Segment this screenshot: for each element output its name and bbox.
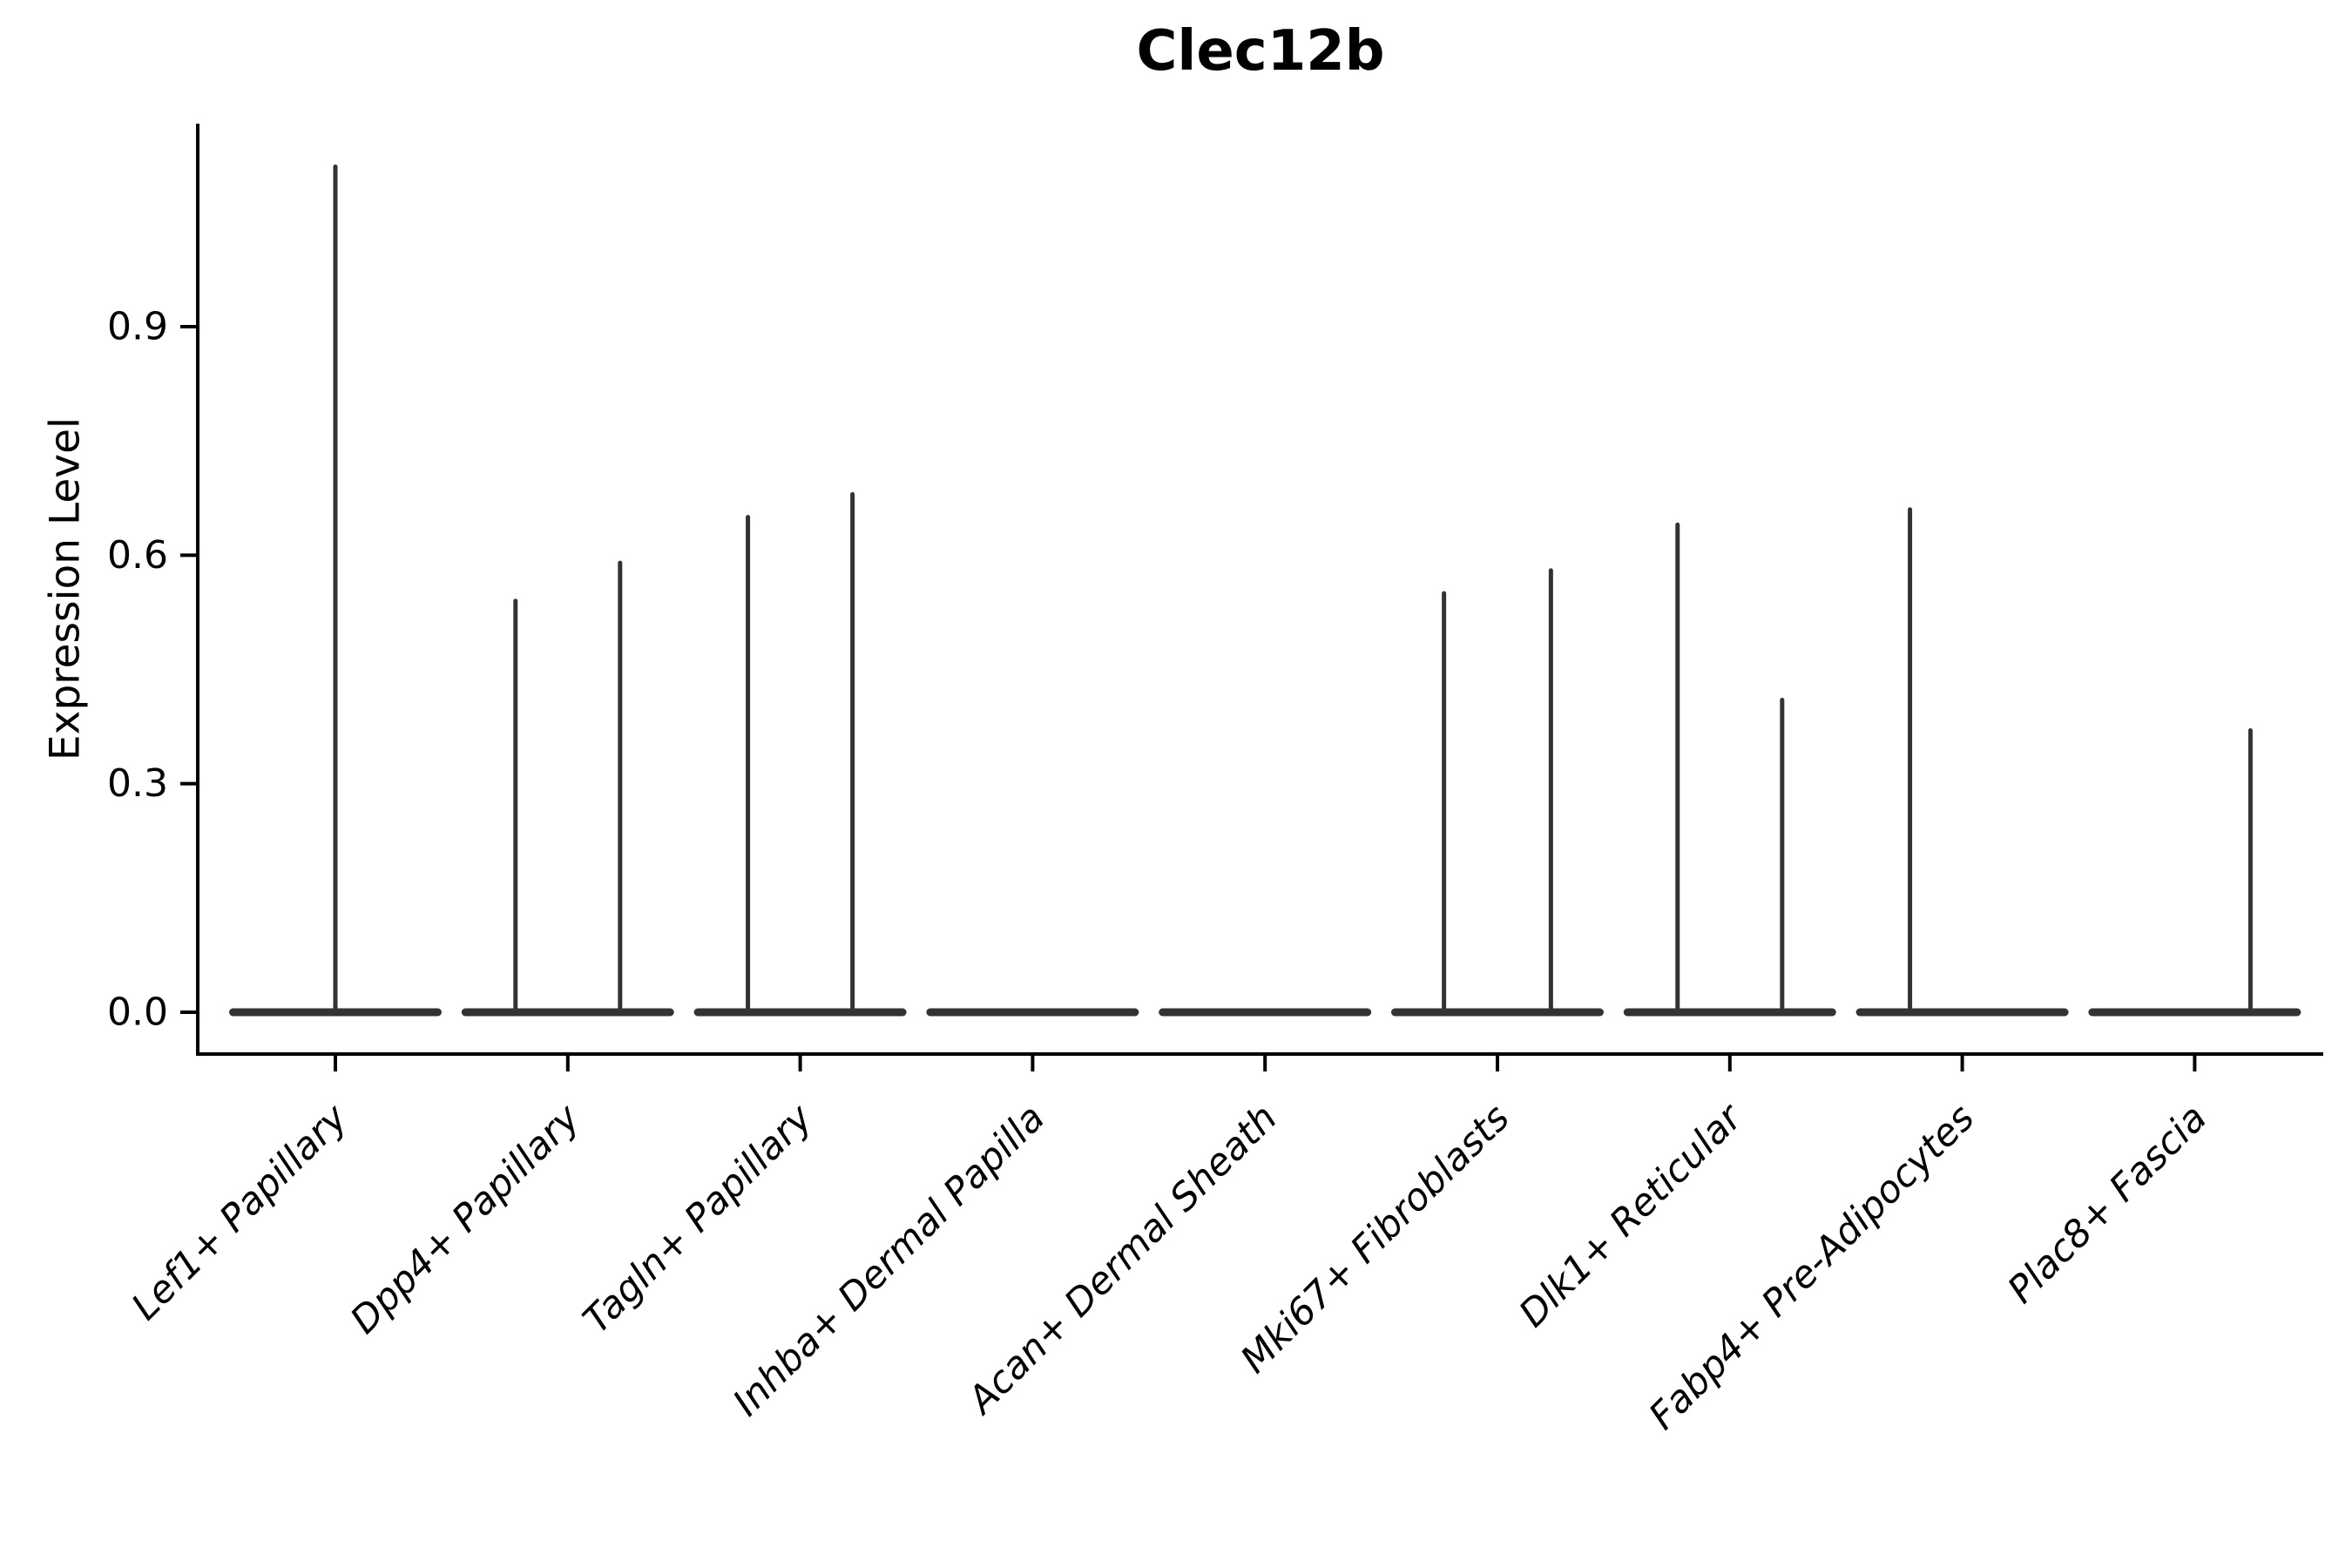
y-tick-label: 0.9 (107, 305, 168, 349)
violin-base (926, 1008, 1139, 1017)
x-tick-label: Tagln+ Papillary (575, 1096, 821, 1342)
violin-base (1855, 1008, 2069, 1017)
y-tick-label: 0.6 (107, 533, 168, 578)
plot-title: Clec12b (1136, 19, 1385, 84)
x-tick-label: Mki67+ Fibroblasts (1233, 1096, 1518, 1382)
y-tick-label: 0.3 (107, 761, 168, 806)
violin-base (1391, 1008, 1604, 1017)
violin-base (693, 1008, 907, 1017)
violin-base (1159, 1008, 1372, 1017)
violin-base (2088, 1008, 2301, 1017)
x-tick-label: Lef1+ Papillary (124, 1096, 356, 1328)
x-tick-label: Dpp4+ Papillary (342, 1096, 589, 1342)
violin-base (1623, 1008, 1836, 1017)
x-tick-label: Plac8+ Fascia (1999, 1096, 2215, 1312)
violin-base (461, 1008, 674, 1017)
x-tick-label: Dlk1+ Reticular (1511, 1095, 1752, 1336)
y-tick-label: 0.0 (107, 990, 168, 1035)
